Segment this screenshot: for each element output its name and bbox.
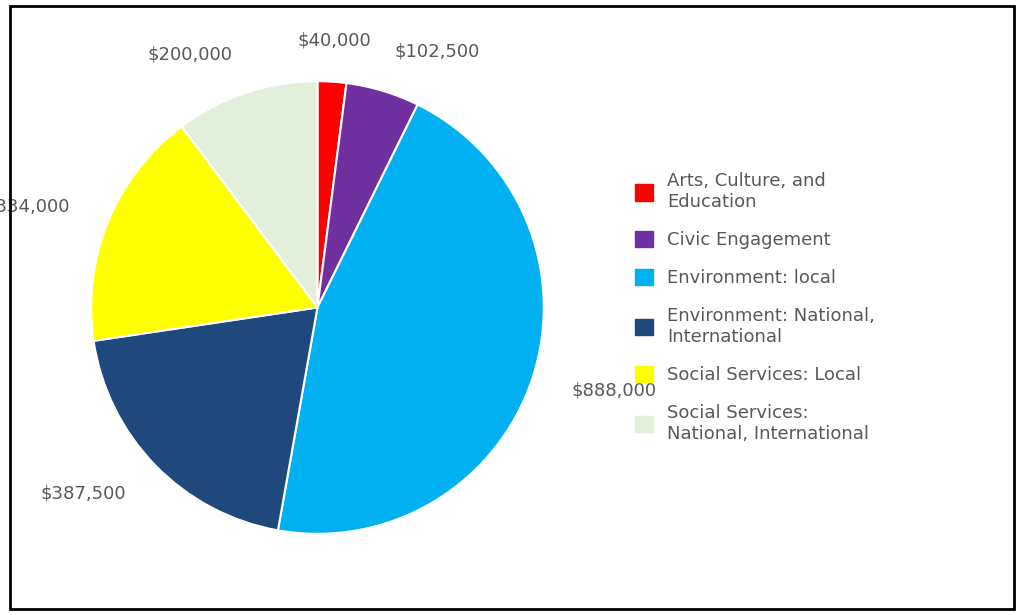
Wedge shape (181, 81, 317, 308)
Text: $102,500: $102,500 (395, 43, 480, 61)
Text: $40,000: $40,000 (298, 32, 372, 50)
Text: $334,000: $334,000 (0, 197, 71, 215)
Text: $387,500: $387,500 (40, 485, 126, 502)
Legend: Arts, Culture, and
Education, Civic Engagement, Environment: local, Environment:: Arts, Culture, and Education, Civic Enga… (635, 172, 876, 443)
Wedge shape (91, 127, 317, 341)
Text: $888,000: $888,000 (571, 382, 656, 400)
Wedge shape (278, 105, 544, 534)
Wedge shape (317, 81, 346, 308)
Text: $200,000: $200,000 (147, 45, 232, 63)
Wedge shape (93, 308, 317, 530)
Wedge shape (317, 83, 418, 308)
